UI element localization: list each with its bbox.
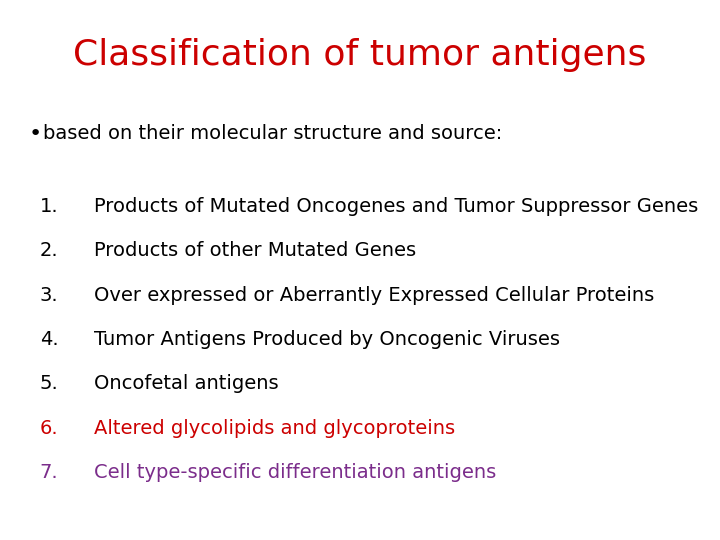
Text: based on their molecular structure and source:: based on their molecular structure and s… <box>43 124 503 143</box>
Text: Classification of tumor antigens: Classification of tumor antigens <box>73 38 647 72</box>
Text: 4.: 4. <box>40 330 58 349</box>
Text: 5.: 5. <box>40 374 58 393</box>
Text: Products of Mutated Oncogenes and Tumor Suppressor Genes: Products of Mutated Oncogenes and Tumor … <box>94 197 698 216</box>
Text: 7.: 7. <box>40 463 58 482</box>
Text: Cell type-specific differentiation antigens: Cell type-specific differentiation antig… <box>94 463 496 482</box>
Text: 2.: 2. <box>40 241 58 260</box>
Text: 1.: 1. <box>40 197 58 216</box>
Text: Oncofetal antigens: Oncofetal antigens <box>94 374 278 393</box>
Text: Products of other Mutated Genes: Products of other Mutated Genes <box>94 241 415 260</box>
Text: Altered glycolipids and glycoproteins: Altered glycolipids and glycoproteins <box>94 418 455 437</box>
Text: •: • <box>29 124 42 144</box>
Text: Tumor Antigens Produced by Oncogenic Viruses: Tumor Antigens Produced by Oncogenic Vir… <box>94 330 559 349</box>
Text: 6.: 6. <box>40 418 58 437</box>
Text: 3.: 3. <box>40 286 58 305</box>
Text: Over expressed or Aberrantly Expressed Cellular Proteins: Over expressed or Aberrantly Expressed C… <box>94 286 654 305</box>
